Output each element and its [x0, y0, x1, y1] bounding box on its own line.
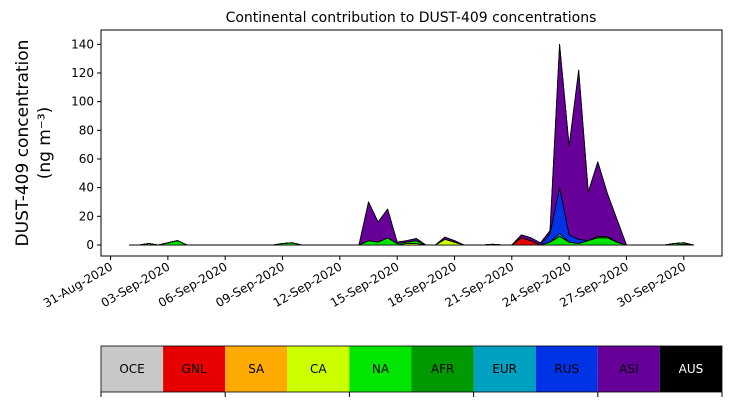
legend-label: EUR	[492, 362, 517, 376]
legend-label: RUS	[554, 362, 579, 376]
legend-swatch	[535, 346, 598, 392]
area	[129, 43, 694, 246]
y-tick-label: 100	[71, 95, 94, 109]
y-tick-label: 0	[86, 238, 94, 252]
y-axis-label: (ng m⁻³)	[35, 107, 55, 180]
y-tick-label: 120	[71, 66, 94, 80]
y-tick-label: 80	[79, 123, 94, 137]
legend-swatch	[659, 346, 722, 392]
y-tick-label: 40	[79, 181, 94, 195]
area	[129, 43, 694, 246]
chart-title: Continental contribution to DUST-409 con…	[226, 10, 597, 26]
legend-label: NA	[372, 362, 390, 376]
y-tick-label: 20	[79, 209, 94, 223]
y-tick-label: 140	[71, 37, 94, 51]
legend-swatch	[411, 346, 474, 392]
legend-label: GNL	[182, 362, 207, 376]
legend-label: AFR	[431, 362, 454, 376]
legend-swatch	[597, 346, 660, 392]
legend-swatch	[349, 346, 412, 392]
legend-swatch	[163, 346, 226, 392]
y-tick-label: 60	[79, 152, 94, 166]
legend-swatch	[473, 346, 536, 392]
legend-label: CA	[310, 362, 327, 376]
legend-swatch	[287, 346, 350, 392]
legend-label: AUS	[679, 362, 704, 376]
legend-label: SA	[248, 362, 265, 376]
legend-label: OCE	[119, 362, 144, 376]
y-axis-label: DUST-409 concentration	[13, 40, 33, 247]
legend-swatch	[101, 346, 164, 392]
plot-frame	[100, 29, 723, 257]
legend-swatch	[225, 346, 288, 392]
legend-label: ASI	[619, 362, 638, 376]
legend-frame	[100, 345, 723, 393]
